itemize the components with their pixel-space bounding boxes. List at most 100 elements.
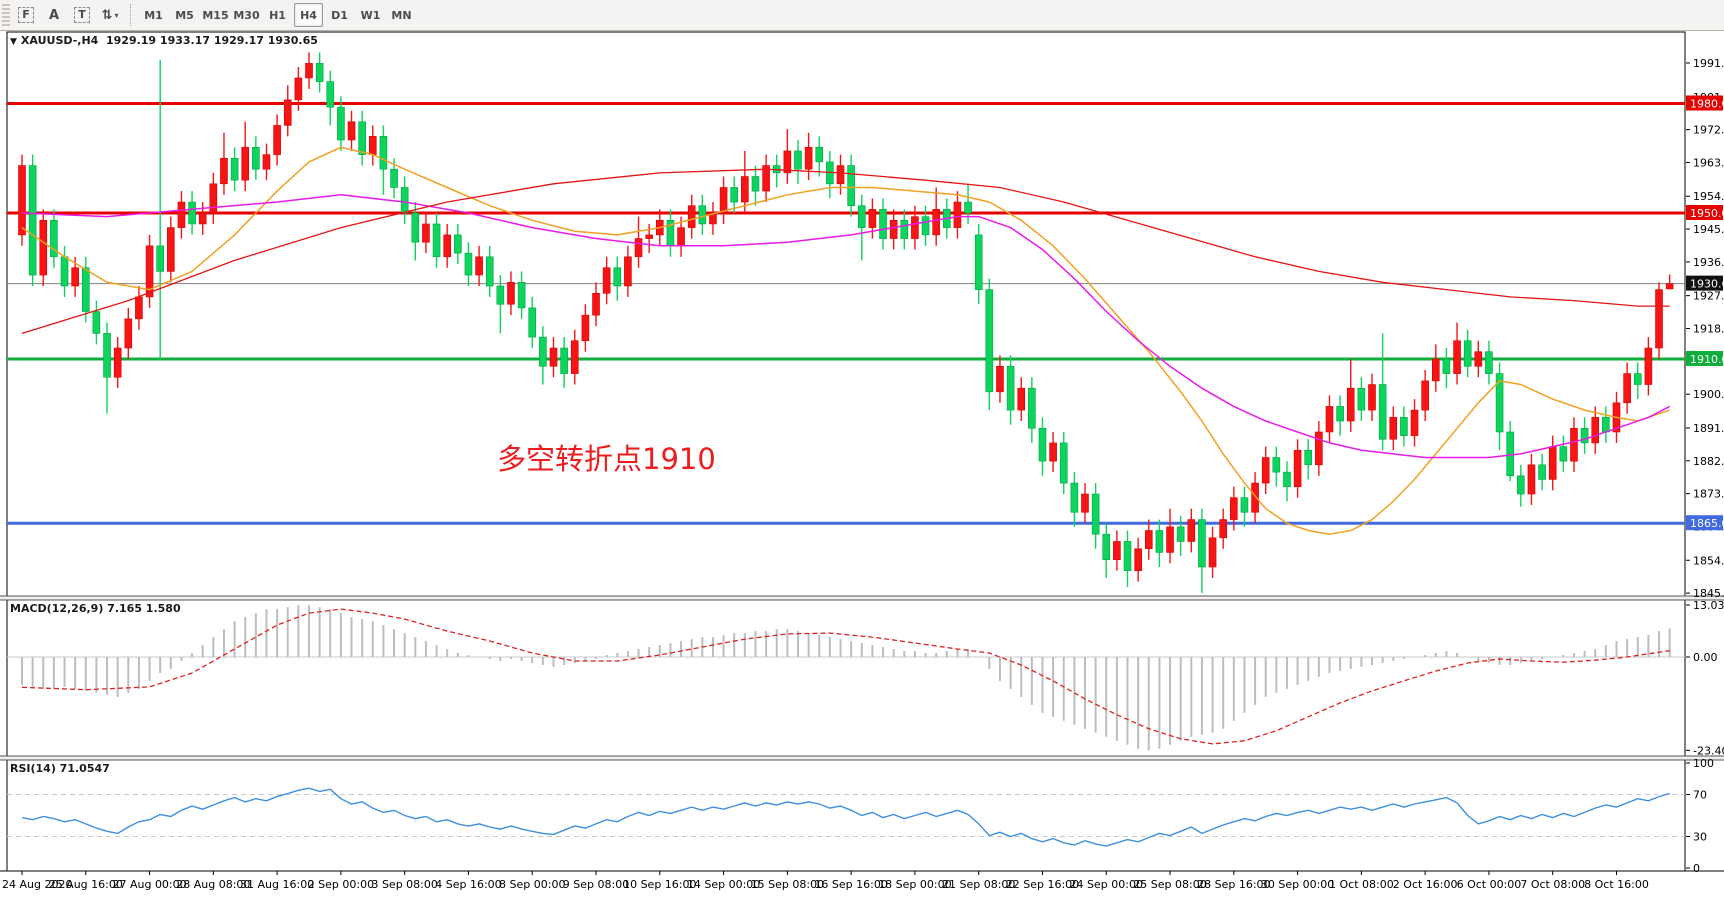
candle [411, 212, 420, 243]
rsi-tick-label: 70 [1693, 789, 1707, 802]
timeframe-button-h4[interactable]: H4 [294, 3, 323, 27]
candle [1665, 283, 1674, 290]
toolbar-grip[interactable] [2, 4, 10, 26]
time-tick-label[interactable]: 18 Sep 00:00 [878, 878, 951, 891]
time-tick-label[interactable]: 1 Oct 08:00 [1329, 878, 1394, 891]
candle [528, 307, 537, 338]
time-tick-label[interactable]: 10 Sep 16:00 [623, 878, 696, 891]
toolbar: F A T ⇅ ▾ M1 M5 M15 M30 H1 H4 D1 W1 MN [0, 0, 1724, 31]
candle [1028, 387, 1036, 429]
timeframe-button-d1[interactable]: D1 [331, 8, 348, 22]
time-tick-label[interactable]: 16 Sep 16:00 [814, 878, 887, 891]
time-tick-label[interactable]: 8 Sep 00:00 [499, 878, 565, 891]
candle [368, 136, 377, 155]
candle [1325, 406, 1334, 433]
macd-pane[interactable] [6, 599, 1686, 757]
candle [687, 205, 696, 228]
candle [1272, 457, 1281, 473]
candle [28, 165, 37, 276]
candle [1633, 373, 1642, 385]
cursor-arrows-icon[interactable]: ⇅ ▾ [101, 7, 119, 23]
text-a-icon[interactable]: A [48, 7, 60, 23]
timeframe-button-m1[interactable]: M1 [144, 8, 163, 22]
candle [1304, 449, 1313, 466]
candle [1506, 431, 1514, 477]
candle [1006, 365, 1015, 411]
candle [443, 234, 452, 258]
candle [71, 267, 79, 287]
candle [1251, 482, 1259, 513]
price-badge-1910-text: 1910.00 [1690, 353, 1724, 366]
price-pane[interactable] [6, 31, 1686, 597]
time-tick-label[interactable]: 22 Sep 16:00 [1006, 878, 1079, 891]
candle [252, 147, 260, 170]
time-tick-label[interactable]: 30 Sep 00:00 [1261, 878, 1334, 891]
symbol-period-label: XAUUSD-,H4 [20, 34, 99, 47]
time-tick-label[interactable]: 14 Sep 00:00 [687, 878, 760, 891]
candle [1410, 409, 1419, 436]
grid-f-icon[interactable]: F [13, 2, 39, 28]
candle [230, 157, 239, 181]
time-tick-label[interactable]: 28 Sep 16:00 [1197, 878, 1270, 891]
time-tick-label[interactable]: 3 Sep 08:00 [371, 878, 437, 891]
pane-splitter[interactable] [0, 596, 1724, 600]
time-tick-label[interactable]: 25 Aug 16:00 [49, 878, 123, 891]
time-tick-label[interactable]: 15 Sep 08:00 [751, 878, 824, 891]
candle [1442, 358, 1451, 374]
candle [634, 238, 643, 258]
current-price-badge [1686, 275, 1723, 291]
time-tick-label[interactable]: 21 Sep 08:00 [942, 878, 1015, 891]
candle [1208, 537, 1217, 568]
time-tick-label[interactable]: 2 Sep 00:00 [308, 878, 374, 891]
timeframe-button-m5[interactable]: M5 [175, 8, 194, 22]
price-tick-label: 1873.10 [1693, 488, 1724, 501]
timeframe-button-m30[interactable]: M30 [233, 8, 260, 22]
candle [337, 106, 345, 141]
timeframe-button-mn[interactable]: MN [391, 8, 412, 22]
candle [167, 227, 175, 272]
price-tick-label: 1891.10 [1693, 422, 1724, 435]
price-tick-label: 1936.60 [1693, 256, 1724, 269]
candle [1517, 475, 1525, 495]
time-tick-label[interactable]: 2 Oct 16:00 [1393, 878, 1458, 891]
candle [698, 205, 707, 225]
time-tick-label[interactable]: 8 Oct 16:00 [1584, 878, 1649, 891]
candle [464, 252, 473, 276]
candle [1261, 457, 1270, 484]
rsi-pane[interactable] [6, 759, 1686, 872]
price-badge-1950 [1686, 204, 1723, 220]
time-tick-label[interactable]: 9 Sep 08:00 [563, 878, 629, 891]
time-tick-label[interactable]: 27 Aug 00:00 [112, 878, 186, 891]
time-tick-label[interactable]: 6 Oct 00:00 [1457, 878, 1522, 891]
candle [1548, 446, 1557, 480]
time-tick-label[interactable]: 24 Aug 2020 [2, 878, 72, 891]
timeframe-button-w1[interactable]: W1 [360, 8, 381, 22]
time-tick-label[interactable]: 25 Sep 08:00 [1133, 878, 1206, 891]
candle [1166, 526, 1174, 553]
candle [1017, 387, 1026, 411]
pane-splitter[interactable] [0, 756, 1724, 760]
time-tick-label[interactable]: 4 Sep 16:00 [435, 878, 501, 891]
time-tick-label[interactable]: 7 Oct 08:00 [1520, 878, 1585, 891]
candle [1315, 431, 1323, 466]
candle [1421, 380, 1429, 411]
time-tick-label[interactable]: 31 Aug 16:00 [240, 878, 314, 891]
chart-annotation-text: 多空转折点1910 [497, 442, 716, 476]
time-tick-label[interactable]: 24 Sep 00:00 [1070, 878, 1143, 891]
candle [177, 201, 186, 228]
text-label-icon[interactable]: T [69, 2, 95, 28]
candle [400, 187, 409, 214]
collapse-triangle-icon[interactable]: ▼ [10, 37, 17, 47]
candle [390, 168, 398, 188]
candle [18, 165, 26, 236]
candle [836, 165, 845, 185]
candle [1230, 497, 1238, 520]
time-tick-label[interactable]: 28 Aug 08:00 [176, 878, 250, 891]
timeframe-button-m15[interactable]: M15 [202, 8, 229, 22]
macd-signal-line [21, 608, 1670, 745]
candle [1485, 351, 1493, 374]
candle [1378, 384, 1387, 440]
timeframe-button-h1[interactable]: H1 [269, 8, 286, 22]
candle [996, 365, 1004, 393]
